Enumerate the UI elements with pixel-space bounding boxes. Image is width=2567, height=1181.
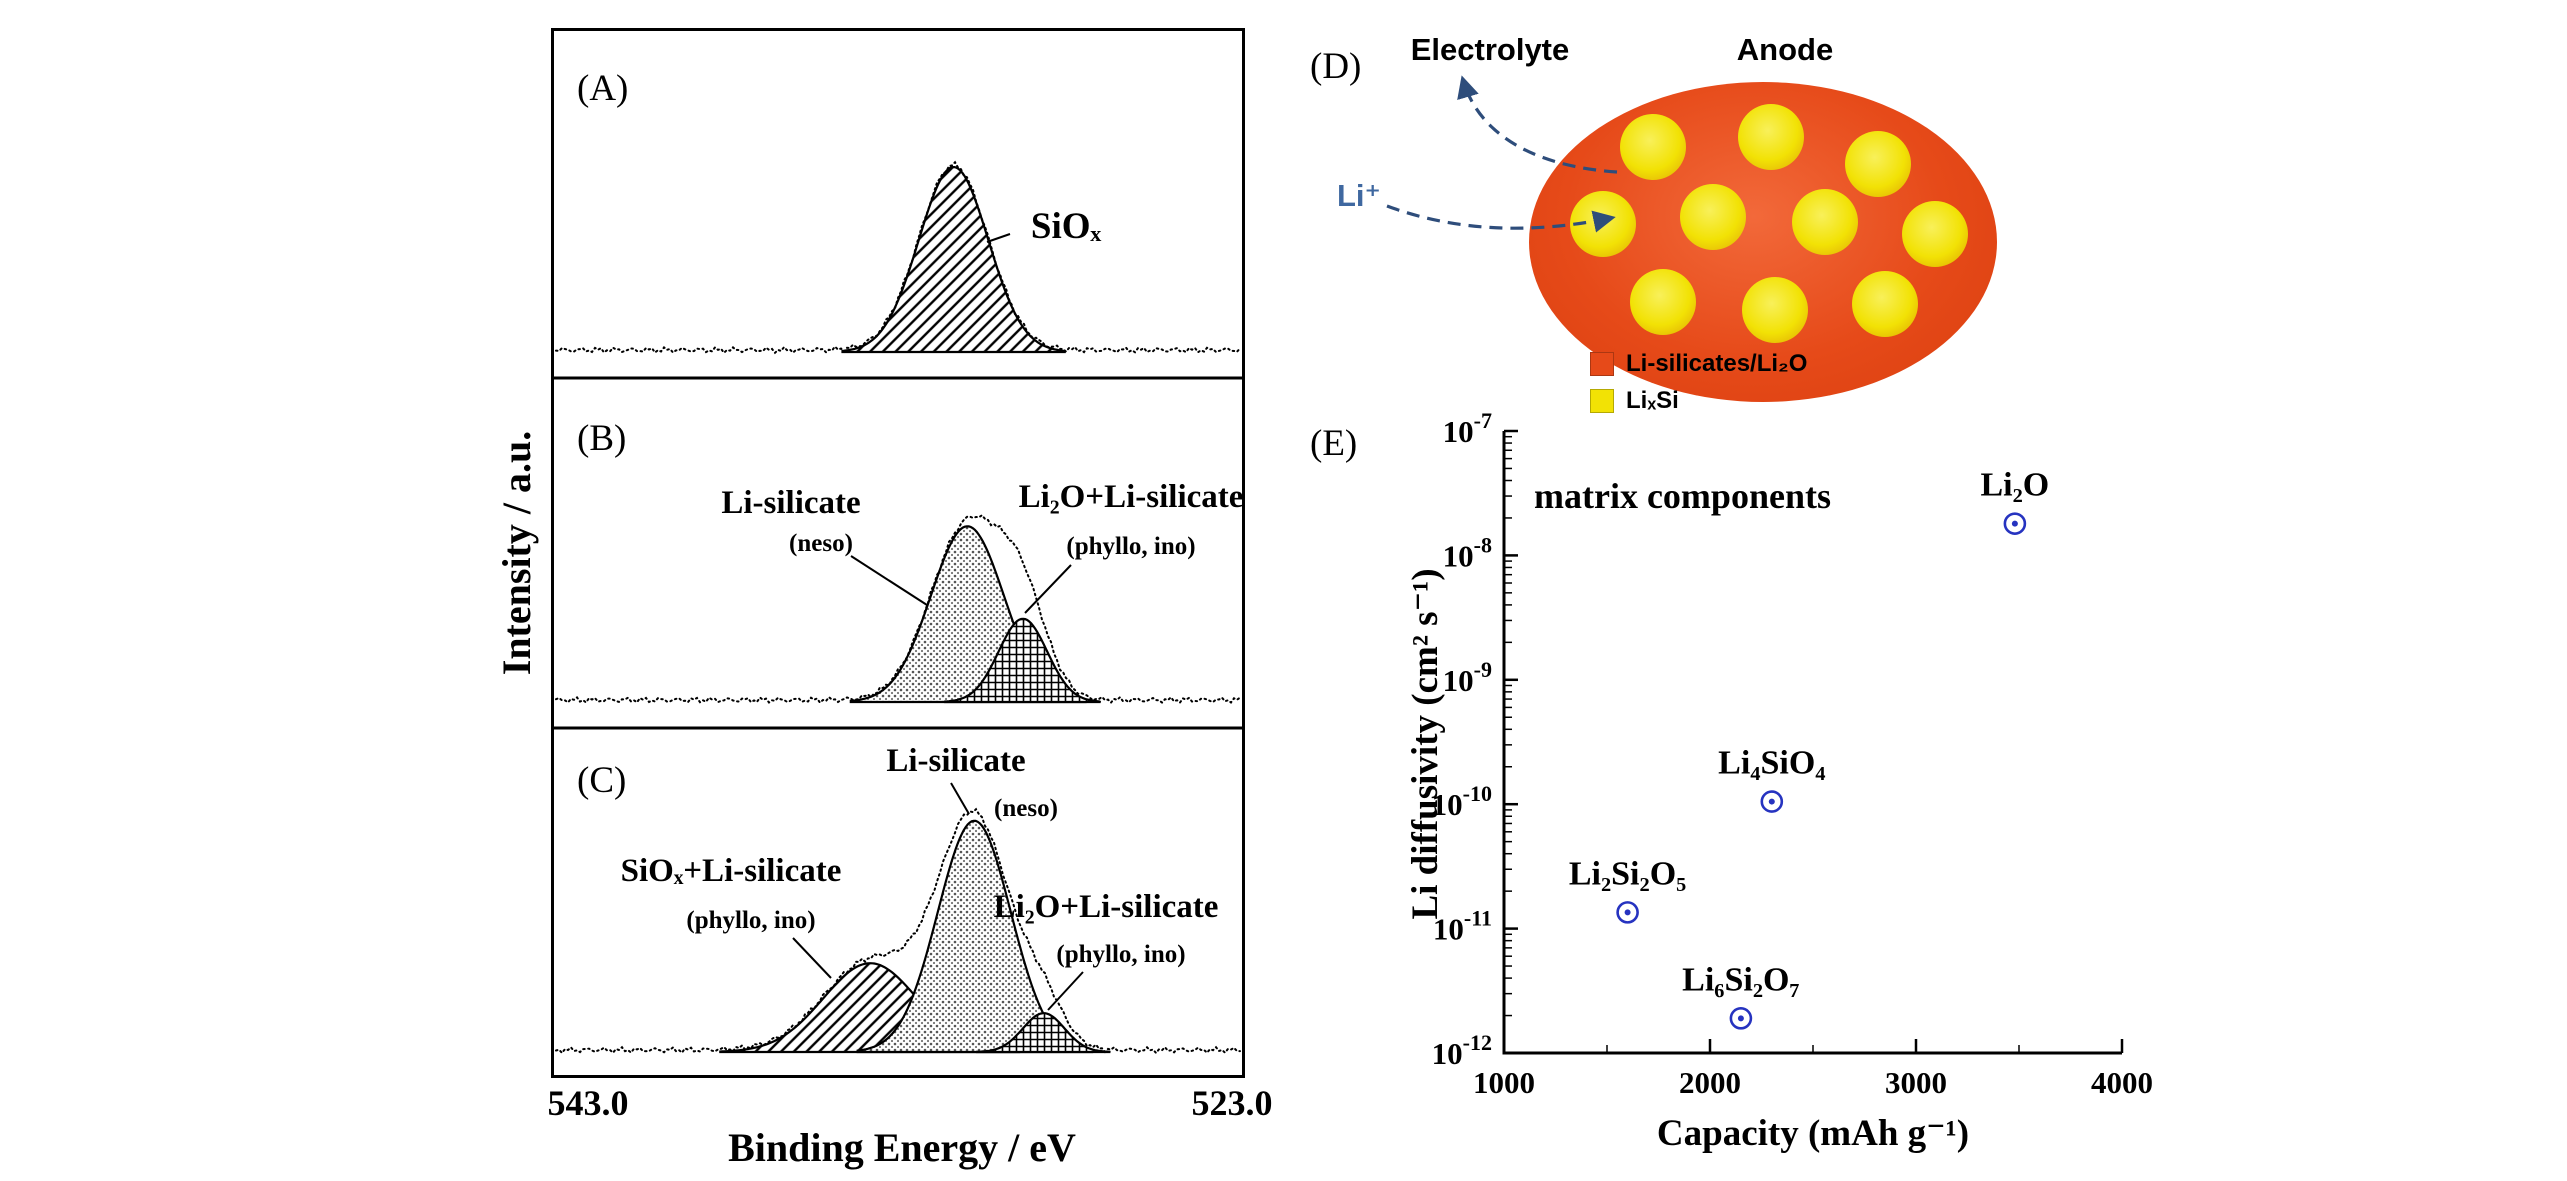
annotation-pointer-line bbox=[986, 233, 1011, 243]
chart-title: matrix components bbox=[1534, 476, 1831, 516]
spectra-y-axis-label: Intensity / a.u. bbox=[494, 430, 539, 676]
x-tick-label: 1000 bbox=[1473, 1065, 1535, 1100]
peak-label-c-lisilicate: Li-silicate bbox=[886, 743, 1026, 779]
diffusivity-y-axis-label: Li diffusivity (cm² s⁻¹) bbox=[1405, 568, 1446, 920]
peak-label-c-li2o: Li₂O+Li-silicate bbox=[993, 889, 1219, 925]
peak-label-b-lisilicate: Li-silicate bbox=[721, 485, 861, 521]
lixsi-particle bbox=[1742, 277, 1808, 343]
diffusivity-scatter-plot: 10-12 10-11 10-10 10-9 10-8 10-7 1000 2000 3000 4… bbox=[1432, 408, 2153, 1100]
x-tick-label: 4000 bbox=[2091, 1065, 2153, 1100]
spectrum-fitted-peak bbox=[841, 166, 1066, 354]
xps-spectra-panel: (A) (B) (C) SiOₓ Li-silicate (neso) Li₂O… bbox=[551, 28, 1245, 1078]
panel-label-c: (C) bbox=[577, 760, 627, 801]
scatter-point-label: Li₂Si₂O₅ bbox=[1569, 855, 1687, 892]
annotation-pointer-line bbox=[1024, 564, 1072, 614]
lixsi-particle bbox=[1792, 189, 1858, 255]
scatter-axes bbox=[1502, 431, 2122, 1055]
capacity-x-axis-label: Capacity (mAh g⁻¹) bbox=[1656, 1113, 1970, 1154]
scatter-point-label: Li₄SiO₄ bbox=[1718, 745, 1825, 782]
x-tick-label: 3000 bbox=[1885, 1065, 1947, 1100]
annotation-pointer-line bbox=[950, 782, 970, 815]
lixsi-particle bbox=[1680, 184, 1746, 250]
lixsi-particle bbox=[1902, 201, 1968, 267]
y-tick-label: 10-10 bbox=[1432, 781, 1492, 822]
spectrum-data-curve bbox=[555, 807, 1241, 1055]
spectra-x-tick-543: 543.0 bbox=[547, 1083, 629, 1123]
y-tick-label: 10-9 bbox=[1443, 657, 1492, 698]
li-out-arrow bbox=[1457, 75, 1618, 174]
legend-row-matrix: Li-silicates/Li₂O bbox=[1590, 350, 1807, 378]
lixsi-particle bbox=[1620, 114, 1686, 180]
spectra-x-tick-523: 523.0 bbox=[1191, 1083, 1273, 1123]
peak-sublabel-b-neso: (neso) bbox=[789, 530, 853, 557]
y-tick-label: 10-7 bbox=[1443, 410, 1492, 449]
legend-swatch-matrix bbox=[1590, 352, 1614, 376]
scatter-point bbox=[1760, 790, 1784, 813]
lixsi-particle bbox=[1852, 271, 1918, 337]
li-in-arrow bbox=[1386, 204, 1616, 233]
scatter-point-center-dot bbox=[1624, 909, 1631, 916]
spectra-frame bbox=[551, 28, 1245, 1078]
x-tick-label: 2000 bbox=[1679, 1065, 1741, 1100]
lixsi-particle bbox=[1738, 104, 1804, 170]
scatter-point-label: Li₆Si₂O₇ bbox=[1682, 961, 1800, 998]
electrolyte-label: Electrolyte bbox=[1410, 32, 1570, 67]
scatter-point bbox=[2003, 512, 2027, 535]
peak-sublabel-c-neso: (neso) bbox=[994, 795, 1058, 822]
panel-label-b: (B) bbox=[577, 418, 627, 459]
spectrum-fitted-peak bbox=[944, 617, 1102, 704]
legend-label-lixsi: LiₓSi bbox=[1626, 387, 1679, 414]
scatter-point bbox=[1616, 901, 1639, 924]
scatter-point-label: Li₂O bbox=[1980, 467, 2049, 504]
peak-sublabel-c-phyllo-l: (phyllo, ino) bbox=[686, 907, 816, 934]
peak-label-b-li2o: Li₂O+Li-silicate bbox=[1018, 479, 1244, 515]
peak-label-siox: SiOₓ bbox=[1030, 206, 1102, 247]
annotation-pointer-line bbox=[792, 937, 832, 979]
spectrum-fitted-peak bbox=[976, 1012, 1111, 1054]
scatter-point-center-dot bbox=[1737, 1015, 1744, 1022]
y-tick-label: 10-12 bbox=[1432, 1030, 1492, 1071]
legend-swatch-lixsi bbox=[1590, 389, 1614, 413]
panel-label-e: (E) bbox=[1310, 423, 1358, 464]
scatter-point-center-dot bbox=[1768, 798, 1775, 805]
xps-spectra-plot bbox=[551, 28, 1245, 1078]
schematic-legend: Li-silicates/Li₂O LiₓSi bbox=[1590, 350, 1807, 415]
anode-schematic-panel: (D) Electrolyte Anode Li⁺ Li-silicates/L… bbox=[1295, 20, 2065, 430]
peak-sublabel-c-phyllo-r: (phyllo, ino) bbox=[1056, 941, 1186, 968]
annotation-pointer-line bbox=[850, 555, 928, 606]
legend-label-matrix: Li-silicates/Li₂O bbox=[1626, 350, 1808, 377]
panel-label-d: (D) bbox=[1310, 46, 1362, 87]
anode-label: Anode bbox=[1736, 32, 1834, 67]
diffusivity-chart-panel: (E) 10-12 10-11 10-10 10-9 10-8 10-7 1000 2000 3… bbox=[1300, 408, 2260, 1181]
spectrum-data-curve bbox=[555, 160, 1241, 355]
y-tick-label: 10-8 bbox=[1443, 532, 1492, 573]
spectrum-data-curve bbox=[555, 513, 1241, 705]
lixsi-particle bbox=[1630, 269, 1696, 335]
y-tick-label: 10-11 bbox=[1433, 906, 1492, 947]
li-ion-label: Li⁺ bbox=[1337, 178, 1381, 213]
li-ion-arrows bbox=[1386, 75, 1618, 233]
peak-sublabel-b-phyllo: (phyllo, ino) bbox=[1066, 533, 1196, 560]
scatter-point-center-dot bbox=[2011, 520, 2018, 527]
annotation-pointer-line bbox=[1047, 971, 1084, 1011]
scatter-point bbox=[1729, 1007, 1753, 1030]
lixsi-particle bbox=[1845, 131, 1911, 197]
peak-label-c-siox: SiOₓ+Li-silicate bbox=[620, 853, 842, 889]
legend-row-lixsi: LiₓSi bbox=[1590, 387, 1807, 415]
panel-label-a: (A) bbox=[577, 68, 629, 109]
spectra-x-axis-label: Binding Energy / eV bbox=[728, 1125, 1076, 1170]
